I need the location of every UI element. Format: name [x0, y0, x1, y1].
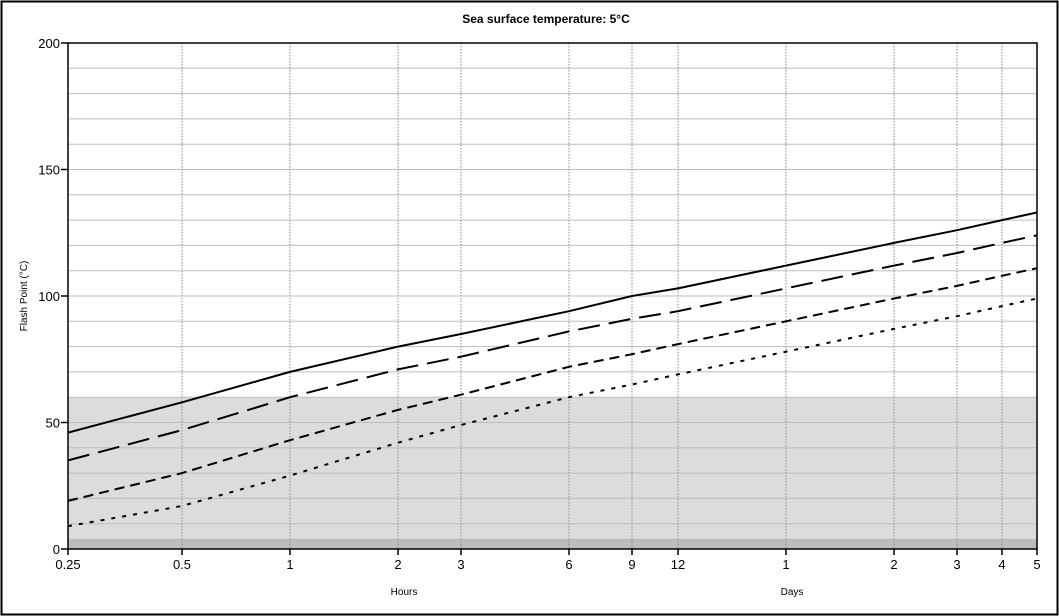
y-tick-label: 100 [38, 289, 60, 304]
x-tick-label: 1 [782, 557, 789, 572]
x-group-label: Days [781, 587, 804, 598]
x-axis: 0.25 0.5 1 2 3 6 9 12 1 2 3 4 5 [55, 549, 1041, 572]
x-tick-label: 0.5 [173, 557, 191, 572]
series-line-2 [67, 234, 1038, 462]
x-tick-label: 2 [890, 557, 897, 572]
series-line-1 [67, 211, 1038, 434]
x-tick-label: 3 [457, 557, 464, 572]
x-tick-label: 12 [671, 557, 685, 572]
x-group-label: Hours [391, 587, 418, 598]
y-tick-label: 50 [46, 416, 60, 431]
chart-title: Sea surface temperature: 5°C [462, 12, 630, 26]
grid-lines [68, 43, 1037, 549]
series-line-3 [67, 267, 1038, 502]
x-tick-label: 6 [565, 557, 572, 572]
y-axis: 0 50 100 150 200 [38, 36, 68, 557]
x-tick-label: 0.25 [55, 557, 80, 572]
x-tick-label: 3 [953, 557, 960, 572]
x-tick-label: 9 [628, 557, 635, 572]
x-tick-label: 1 [286, 557, 293, 572]
x-group-labels: Hours Days [391, 587, 804, 598]
series-line-4 [67, 297, 1038, 528]
y-tick-label: 200 [38, 36, 60, 51]
y-tick-label: 150 [38, 163, 60, 178]
y-axis-label: Flash Point (°C) [19, 261, 30, 332]
y-tick-label: 0 [53, 542, 60, 557]
x-tick-label: 4 [998, 557, 1005, 572]
series-lines [67, 211, 1038, 528]
shaded-band-1 [68, 538, 1037, 549]
x-tick-label: 2 [394, 557, 401, 572]
x-tick-label: 5 [1033, 557, 1040, 572]
